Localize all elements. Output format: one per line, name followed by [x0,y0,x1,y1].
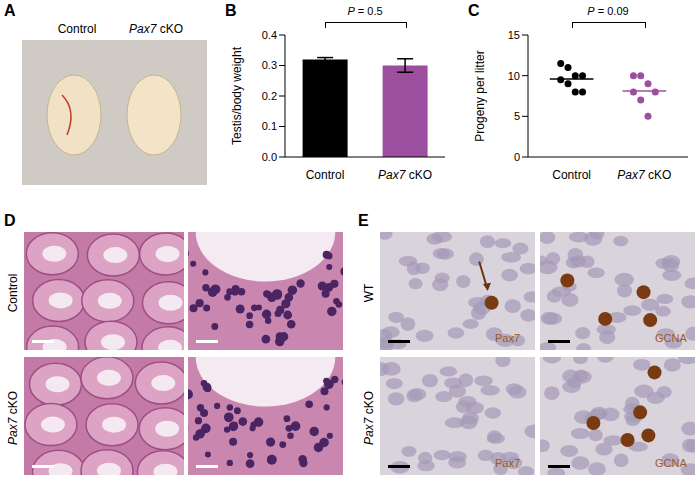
html-text:D: D [4,212,16,229]
svg-text:15: 15 [508,29,520,41]
svg-text:10: 10 [508,70,520,82]
html-text:Pax7: Pax7 [362,417,376,445]
html-text:E: E [358,212,369,229]
svg-text:Pax7 cKO: Pax7 cKO [617,168,671,182]
html-text:cKO: cKO [6,391,20,418]
html-text:WT: WT [362,283,376,303]
svg-text:0: 0 [514,151,520,163]
svg-text:Testis/body weight: Testis/body weight [230,46,244,145]
html-text:P = 0.5: P = 0.5 [347,5,383,17]
svg-text:0.4: 0.4 [262,29,277,41]
svg-text:0.3: 0.3 [262,59,277,71]
svg-text:Progeny per litter: Progeny per litter [473,50,487,141]
svg-text:5: 5 [514,110,520,122]
html-text:Pax7 cKO: Pax7 cKO [129,22,183,36]
svg-text:Pax7 cKO: Pax7 cKO [378,168,432,182]
html-text:Pax7: Pax7 [495,457,521,469]
svg-text:0.2: 0.2 [262,90,277,102]
svg-text:0.0: 0.0 [262,151,277,163]
html-text:P = 0.09: P = 0.09 [587,5,629,17]
html-text:B: B [225,2,237,19]
html-text:Control: Control [57,22,97,36]
svg-text:Control: Control [552,168,591,182]
html-text:GCNA: GCNA [655,332,687,344]
html-text:C: C [468,2,480,19]
html-text:Pax7: Pax7 [6,417,20,445]
svg-text:Control: Control [306,168,345,182]
html-text:Pax7: Pax7 [495,332,521,344]
html-text:A: A [4,2,16,19]
html-text:GCNA: GCNA [655,457,687,469]
html-text:cKO: cKO [362,391,376,418]
html-text:Control: Control [6,273,20,313]
svg-text:0.1: 0.1 [262,120,277,132]
